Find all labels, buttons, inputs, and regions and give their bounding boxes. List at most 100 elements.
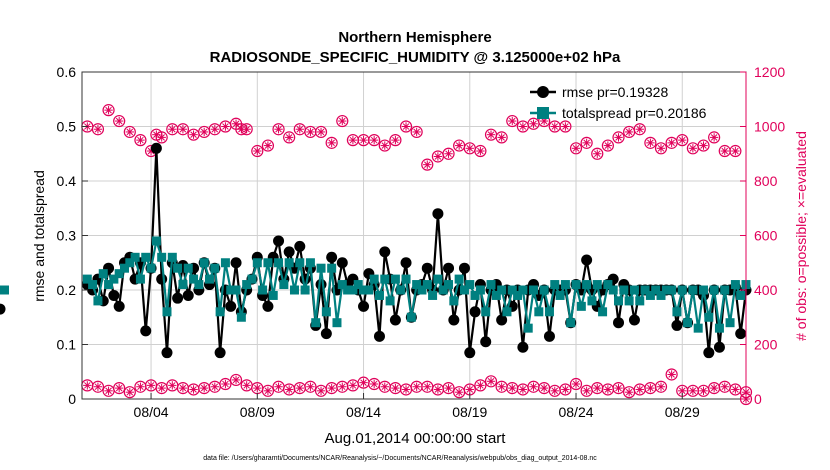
axis-ticks: 08/04 08/09 08/14 08/19 08/24 08/29 0 0.1 0.2 0.3… (57, 64, 786, 420)
obs-possible-circle (91, 123, 105, 136)
obs-evaluated-stroke (370, 136, 378, 144)
obs-possible-circle (495, 131, 508, 144)
obs-evaluated-stroke (615, 384, 622, 392)
obs-count-high-marker (516, 120, 529, 133)
totalspread-point (481, 307, 491, 317)
totalspread-point (428, 290, 438, 300)
totalspread-point (513, 290, 523, 300)
obs-possible-circle (708, 131, 721, 144)
obs-evaluated-stroke (190, 131, 197, 138)
obs-count-high-marker (208, 123, 221, 136)
obs-evaluated-stroke (498, 134, 505, 141)
obs-count-high-marker (708, 131, 721, 144)
x-tick-label: 08/09 (240, 404, 275, 420)
rmse-point (448, 314, 460, 326)
totalspread-point (704, 312, 714, 322)
obs-count-high-marker (559, 120, 572, 133)
obs-evaluated-stroke (551, 123, 559, 130)
obs-count-high-marker (431, 150, 445, 163)
obs-evaluated-stroke (222, 123, 229, 130)
obs-count-low-marker (314, 384, 328, 397)
totalspread-point (135, 274, 145, 284)
obs-count-low-marker (601, 383, 614, 396)
obs-count-high-marker (198, 125, 211, 139)
rmse-point (156, 273, 168, 285)
rmse-point (379, 246, 391, 258)
obs-possible-circle (644, 136, 657, 149)
obs-evaluated-stroke (519, 386, 527, 393)
obs-count-low-marker (527, 380, 540, 393)
totalspread-point (220, 258, 230, 268)
obs-count-high-marker (304, 125, 317, 139)
y-right-tick-label: 400 (754, 282, 778, 298)
rmse-point (225, 300, 237, 312)
obs-count-low-marker (91, 380, 105, 393)
totalspread-point (714, 323, 724, 333)
y-axis-right-label: # of obs: o=possible; ×=evaluated (793, 131, 809, 341)
totalspread-point (736, 290, 746, 300)
obs-evaluated-stroke (455, 388, 463, 396)
chart-title: Northern Hemisphere (338, 29, 491, 46)
rmse-point (315, 279, 327, 291)
totalspread-point (374, 290, 384, 300)
x-tick-label: 08/19 (452, 404, 487, 420)
obs-count-low-marker (399, 383, 413, 396)
obs-possible-circle (506, 114, 519, 128)
totalspread-point (560, 280, 570, 290)
obs-evaluated-stroke (232, 376, 240, 384)
totalspread-point (125, 258, 135, 268)
obs-evaluated-stroke (562, 386, 569, 393)
obs-count-low-marker (176, 382, 190, 395)
obs-count-low-marker (453, 386, 466, 399)
totalspread-point (693, 323, 703, 333)
obs-evaluated-stroke (583, 139, 590, 147)
obs-possible-circle (612, 131, 625, 144)
obs-count-low-marker (240, 379, 253, 392)
totalspread-point (359, 285, 369, 295)
obs-evaluated-stroke (232, 120, 240, 128)
totalspread-point (263, 258, 273, 268)
obs-evaluated-stroke (370, 380, 378, 388)
obs-evaluated-stroke (115, 117, 123, 125)
y-left-tick-label: 0.2 (57, 282, 77, 298)
totalspread-point (151, 236, 161, 246)
obs-possible-circle (123, 386, 136, 399)
y-left-tick-label: 0 (68, 391, 76, 407)
obs-evaluated-stroke (285, 386, 293, 393)
obs-evaluated-stroke (668, 371, 675, 378)
rmse-point (320, 328, 332, 340)
totalspread-point (571, 280, 581, 290)
obs-evaluated-stroke (158, 134, 165, 141)
obs-evaluated-stroke (179, 125, 187, 133)
obs-possible-circle (421, 158, 434, 171)
obs-count-high-marker (293, 123, 306, 136)
obs-count-high-marker (346, 134, 360, 147)
totalspread-point (369, 274, 379, 284)
obs-count-high-marker (240, 123, 253, 136)
totalspread-point (518, 285, 528, 295)
totalspread-point (470, 290, 480, 300)
totalspread-point (300, 285, 310, 295)
obs-count-high-marker (283, 131, 296, 144)
rmse-point (230, 257, 242, 269)
totalspread-point (523, 323, 533, 333)
obs-possible-circle (219, 377, 232, 391)
rmse-point (273, 235, 285, 247)
obs-count-high-marker (272, 123, 285, 136)
obs-evaluated-stroke (338, 117, 346, 125)
obs-evaluated-stroke (572, 380, 580, 388)
obs-count-high-marker (676, 134, 689, 147)
obs-count-high-marker (166, 123, 179, 136)
obs-evaluated-stroke (402, 123, 410, 130)
totalspread-point (327, 263, 337, 273)
obs-count-high-marker (357, 134, 370, 147)
obs-possible-circle (580, 136, 593, 149)
obs-evaluated-stroke (349, 136, 357, 144)
obs-evaluated-stroke (307, 128, 314, 136)
obs-possible-circle (155, 131, 168, 144)
y-right-tick-label: 0 (754, 391, 762, 407)
obs-count-low-marker (633, 383, 646, 396)
obs-count-high-marker (463, 142, 476, 155)
legend-rmse-marker (537, 86, 549, 98)
rmse-point (214, 347, 226, 359)
